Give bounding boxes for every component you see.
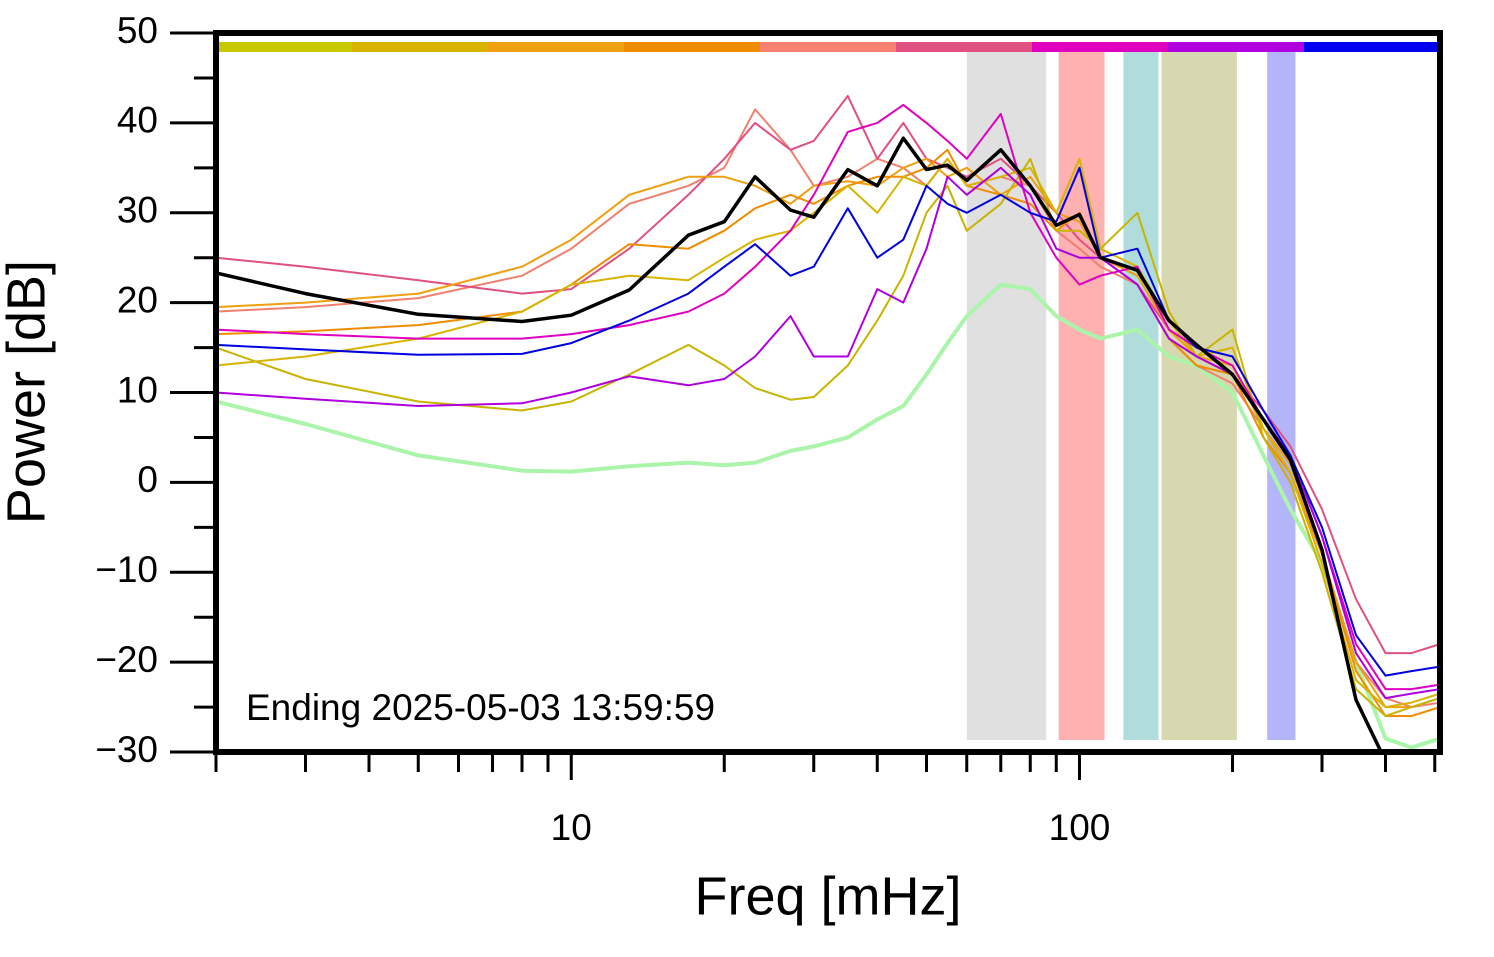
time-color-segment xyxy=(488,42,624,52)
time-color-segment xyxy=(1168,42,1304,52)
time-color-segment xyxy=(624,42,760,52)
y-tick-label: 40 xyxy=(117,100,158,141)
series-line xyxy=(216,157,1440,709)
x-axis-title: Freq [mHz] xyxy=(694,866,961,926)
y-tick-label: 30 xyxy=(117,190,158,231)
freq-band xyxy=(1123,52,1159,740)
time-color-segment xyxy=(1032,42,1168,52)
annotation: Ending 2025-05-03 13:59:59 xyxy=(246,687,715,728)
series-line xyxy=(216,166,1440,677)
lines xyxy=(216,94,1440,752)
series-line xyxy=(216,148,1440,717)
plot-frame xyxy=(213,30,1443,755)
series-line xyxy=(216,136,1384,752)
axes: −30 −20 −10 0 10 20 30 40 50 10 100 xyxy=(95,10,1443,848)
time-color-segment xyxy=(352,42,488,52)
freq-band xyxy=(1161,52,1237,740)
time-color-segment xyxy=(216,42,352,52)
y-tick-label: 20 xyxy=(117,279,158,320)
freq-band xyxy=(1267,52,1296,740)
y-tick-label: 50 xyxy=(117,10,158,51)
bands xyxy=(216,42,1440,740)
time-color-segment xyxy=(760,42,896,52)
time-color-segment xyxy=(1304,42,1440,52)
freq-band xyxy=(1058,52,1105,740)
series-line xyxy=(216,94,1440,655)
series-line xyxy=(216,157,1440,717)
x-tick-label: 100 xyxy=(1049,807,1111,848)
series-line xyxy=(216,282,1440,750)
series-line xyxy=(216,157,1440,709)
y-tick-label: 0 xyxy=(137,459,158,500)
y-tick-label: −10 xyxy=(95,549,158,590)
time-color-segment xyxy=(896,42,1032,52)
y-tick-label: 10 xyxy=(117,369,158,410)
y-axis-title: Power [dB] xyxy=(0,260,56,524)
y-tick-label: −20 xyxy=(95,639,158,680)
series-line xyxy=(216,166,1440,700)
x-tick-label: 10 xyxy=(551,807,592,848)
y-tick-label: −30 xyxy=(95,729,158,770)
